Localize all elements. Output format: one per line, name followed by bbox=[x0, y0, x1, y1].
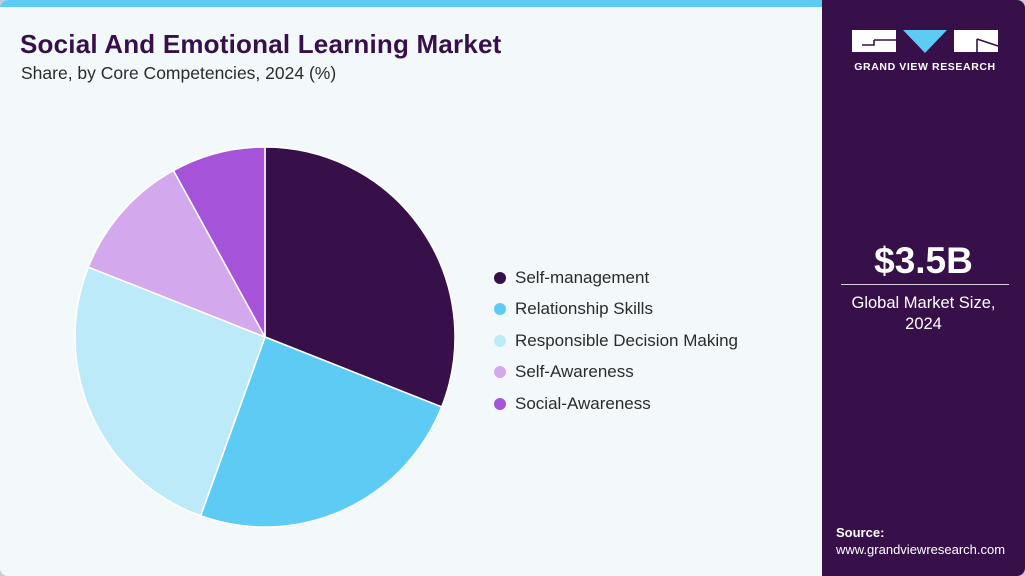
chart-legend: Self-management Relationship Skills Resp… bbox=[494, 262, 738, 420]
pie-slice-self-management bbox=[264, 146, 456, 408]
market-size-caption: Global Market Size, 2024 bbox=[822, 293, 1025, 335]
market-caption-line2: 2024 bbox=[905, 315, 942, 333]
pie-svg bbox=[74, 146, 456, 528]
source-link[interactable]: www.grandviewresearch.com bbox=[836, 542, 1006, 557]
chart-subtitle: Share, by Core Competencies, 2024 (%) bbox=[21, 63, 337, 83]
accent-bar bbox=[0, 0, 822, 7]
legend-dot-icon bbox=[494, 397, 506, 410]
legend-dot-icon bbox=[494, 271, 506, 284]
source-label: Source: bbox=[836, 525, 885, 540]
legend-item-responsible-decision-making: Responsible Decision Making bbox=[494, 325, 738, 357]
chart-title: Social And Emotional Learning Market bbox=[20, 29, 502, 59]
pie-slice-social-awareness bbox=[172, 146, 266, 338]
legend-dot-icon bbox=[494, 334, 506, 347]
chart-panel: Social And Emotional Learning Market Sha… bbox=[0, 7, 822, 576]
market-size-value: $3.5B bbox=[874, 240, 973, 281]
info-sidebar: GRAND VIEW RESEARCH $3.5B Global Market … bbox=[822, 0, 1025, 576]
legend-label: Self-management bbox=[515, 267, 650, 287]
pie-slice-relationship-skills bbox=[199, 336, 443, 528]
legend-label: Self-Awareness bbox=[515, 362, 634, 382]
grand-view-research-logo: GRAND VIEW RESEARCH bbox=[852, 28, 999, 76]
legend-item-self-management: Self-management bbox=[494, 262, 738, 294]
legend-label: Relationship Skills bbox=[515, 299, 653, 319]
legend-dot-icon bbox=[494, 303, 506, 316]
legend-dot-icon bbox=[494, 366, 506, 379]
legend-item-self-awareness: Self-Awareness bbox=[494, 357, 738, 389]
pie-slice-responsible-decision-making bbox=[74, 266, 266, 517]
gvr-logo-icon bbox=[852, 30, 999, 53]
market-caption-line1: Global Market Size, bbox=[851, 294, 996, 312]
legend-item-relationship-skills: Relationship Skills bbox=[494, 294, 738, 326]
legend-label: Social-Awareness bbox=[515, 393, 651, 413]
divider bbox=[841, 284, 1009, 285]
legend-label: Responsible Decision Making bbox=[515, 330, 739, 350]
legend-item-social-awareness: Social-Awareness bbox=[494, 388, 738, 420]
brand-name: GRAND VIEW RESEARCH bbox=[854, 61, 996, 73]
pie-slice-self-awareness bbox=[87, 169, 267, 339]
pie-chart bbox=[70, 142, 460, 532]
